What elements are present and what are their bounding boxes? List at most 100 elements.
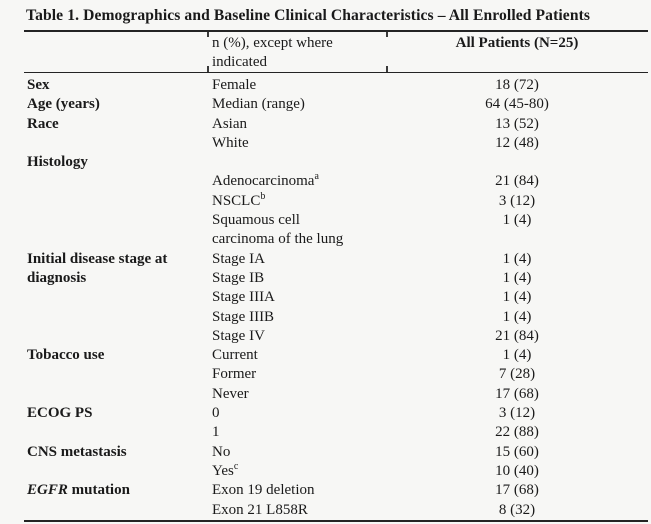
table-row: Sex Female 18 (72) [24,73,648,96]
category-text: mutation [67,482,130,499]
label-text: Stage IIIB [212,308,275,325]
table-row: ECOG PS 0 3 (12) [24,404,648,423]
label-cell [207,153,386,172]
label-cell: Stage IA [207,250,386,269]
category-cell: Sex [24,73,207,96]
value-cell: 1 (4) [502,347,532,364]
table-header: n (%), except where indicated All Patien… [24,31,648,73]
value-cell: 1 (4) [502,289,532,306]
category-cell [24,211,207,250]
category-text: Age (years) [27,96,100,113]
category-cell [24,192,207,211]
header-all-patients-cell: All Patients (N=25) [386,31,648,73]
value-cell: 8 (32) [498,501,536,518]
table-row: Exon 21 L858R 8 (32) [24,501,648,521]
label-cell: Current [207,346,386,365]
value-cell: 1 (4) [502,212,532,229]
category-text: Histology [27,154,88,171]
label-cell: Exon 19 deletion [207,481,386,500]
value-cell [386,153,648,172]
label-cell: Squamous cell carcinoma of the lung [207,211,386,250]
table-row: Stage IV 21 (84) [24,327,648,346]
category-text: ECOG PS [27,405,93,422]
category-text: Race [27,115,59,132]
label-cell: Adenocarcinomaa [207,172,386,191]
footnote-marker: b [260,191,266,202]
label-text: Yes [212,462,234,479]
label-cell: Stage IIIA [207,288,386,307]
label-cell: White [207,134,386,153]
label-text: Exon 19 deletion [212,482,315,499]
category-cell [24,327,207,346]
table-row: White 12 (48) [24,134,648,153]
category-cell [24,172,207,191]
category-text: Sex [27,77,50,93]
value-cell: 3 (12) [498,405,536,422]
table-row: Initial disease stage at diagnosis Stage… [24,250,648,286]
label-cell: Never [207,385,386,404]
value-cell: 13 (52) [495,115,539,132]
header-category-cell [24,31,207,73]
footnote-marker: c [233,461,239,472]
value-cell: 21 (84) [495,173,539,190]
label-text: 1 [212,424,220,441]
label-text: Stage IV [212,327,265,344]
label-cell: Former [207,365,386,384]
table-row: 1 22 (88) [24,423,648,442]
value-cell: 64 (45-80) [485,96,549,113]
category-cell: Tobacco use [24,346,207,365]
category-cell: Age (years) [24,95,207,114]
value-cell: 15 (60) [495,443,539,460]
value-cell: 10 (40) [495,462,539,479]
table-row: Former 7 (28) [24,365,648,384]
label-cell: No [207,443,386,462]
category-cell [24,288,207,307]
label-text: Exon 21 L858R [212,501,308,518]
label-cell: Female [207,73,386,96]
value-cell: 21 (84) [495,327,539,344]
table-row: Histology [24,153,648,172]
category-cell: Initial disease stage at diagnosis [24,250,207,289]
value-cell: 22 (88) [495,424,539,441]
table-row: NSCLCb 3 (12) [24,192,648,211]
label-text: Stage IA [212,250,265,267]
label-cell: Median (range) [207,95,386,114]
label-text: Former [212,366,257,383]
value-cell: 1 (4) [502,269,532,286]
table-row: Squamous cell carcinoma of the lung 1 (4… [24,211,648,250]
category-cell: Histology [24,153,207,172]
label-text: Median (range) [212,96,305,113]
category-cell [24,462,207,481]
label-text: White [212,134,249,151]
value-cell: 17 (68) [495,385,539,402]
category-text: CNS metastasis [27,443,127,460]
label-text: Squamous cell carcinoma of the lung [212,212,344,248]
label-cell: Yesc [207,462,386,481]
table-row: Race Asian 13 (52) [24,115,648,134]
table-row: CNS metastasis No 15 (60) [24,443,648,462]
category-cell [24,501,207,521]
value-cell: 1 (4) [502,308,532,325]
table-row: Never 17 (68) [24,385,648,404]
table-title: Table 1. Demographics and Baseline Clini… [26,7,591,24]
category-cell [24,423,207,442]
table-row: Tobacco use Current 1 (4) [24,346,648,365]
label-cell: Stage IV [207,327,386,346]
table-row: Stage IIIB 1 (4) [24,308,648,327]
label-text: Never [212,385,249,402]
category-cell [24,385,207,404]
label-text: 0 [212,405,220,422]
category-cell: CNS metastasis [24,443,207,462]
category-cell [24,134,207,153]
category-cell [24,308,207,327]
label-cell: NSCLCb [207,192,386,211]
value-cell: 17 (68) [495,482,539,499]
table-row: EGFR mutation Exon 19 deletion 17 (68) [24,481,648,500]
value-cell: 7 (28) [498,366,536,383]
label-text: No [212,443,231,460]
table-row: Stage IIIA 1 (4) [24,288,648,307]
category-cell [24,365,207,384]
footnote-marker: a [314,172,319,183]
category-cell: Race [24,115,207,134]
